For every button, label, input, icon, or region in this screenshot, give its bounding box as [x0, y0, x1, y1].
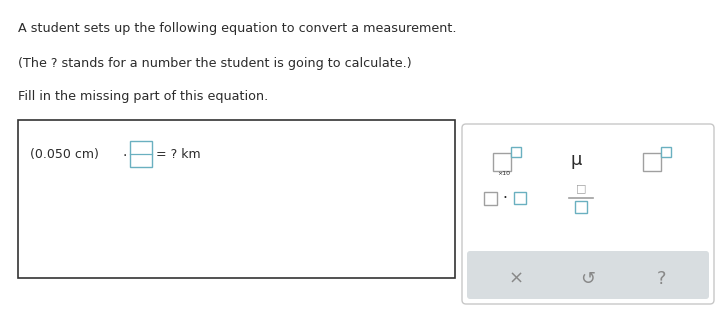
Text: μ: μ	[570, 151, 582, 169]
FancyBboxPatch shape	[661, 147, 671, 157]
FancyBboxPatch shape	[467, 251, 709, 299]
FancyBboxPatch shape	[462, 124, 714, 304]
FancyBboxPatch shape	[18, 120, 455, 278]
Text: ?: ?	[657, 270, 667, 288]
FancyBboxPatch shape	[511, 147, 521, 157]
FancyBboxPatch shape	[493, 153, 511, 171]
Text: ↺: ↺	[580, 270, 595, 288]
Text: = ? km: = ? km	[156, 148, 201, 161]
Text: A student sets up the following equation to convert a measurement.: A student sets up the following equation…	[18, 22, 456, 35]
FancyBboxPatch shape	[484, 191, 497, 204]
Text: Fill in the missing part of this equation.: Fill in the missing part of this equatio…	[18, 90, 269, 103]
Text: (0.050 cm): (0.050 cm)	[30, 148, 99, 161]
Text: (The ? stands for a number the student is going to calculate.): (The ? stands for a number the student i…	[18, 57, 412, 70]
Text: ·: ·	[503, 191, 508, 206]
Text: ×10: ×10	[498, 171, 510, 176]
Text: ×: ×	[508, 270, 523, 288]
Text: ·: ·	[122, 149, 127, 163]
FancyBboxPatch shape	[643, 153, 661, 171]
Text: □: □	[576, 183, 586, 193]
FancyBboxPatch shape	[514, 192, 526, 204]
FancyBboxPatch shape	[575, 201, 587, 213]
FancyBboxPatch shape	[130, 141, 152, 167]
